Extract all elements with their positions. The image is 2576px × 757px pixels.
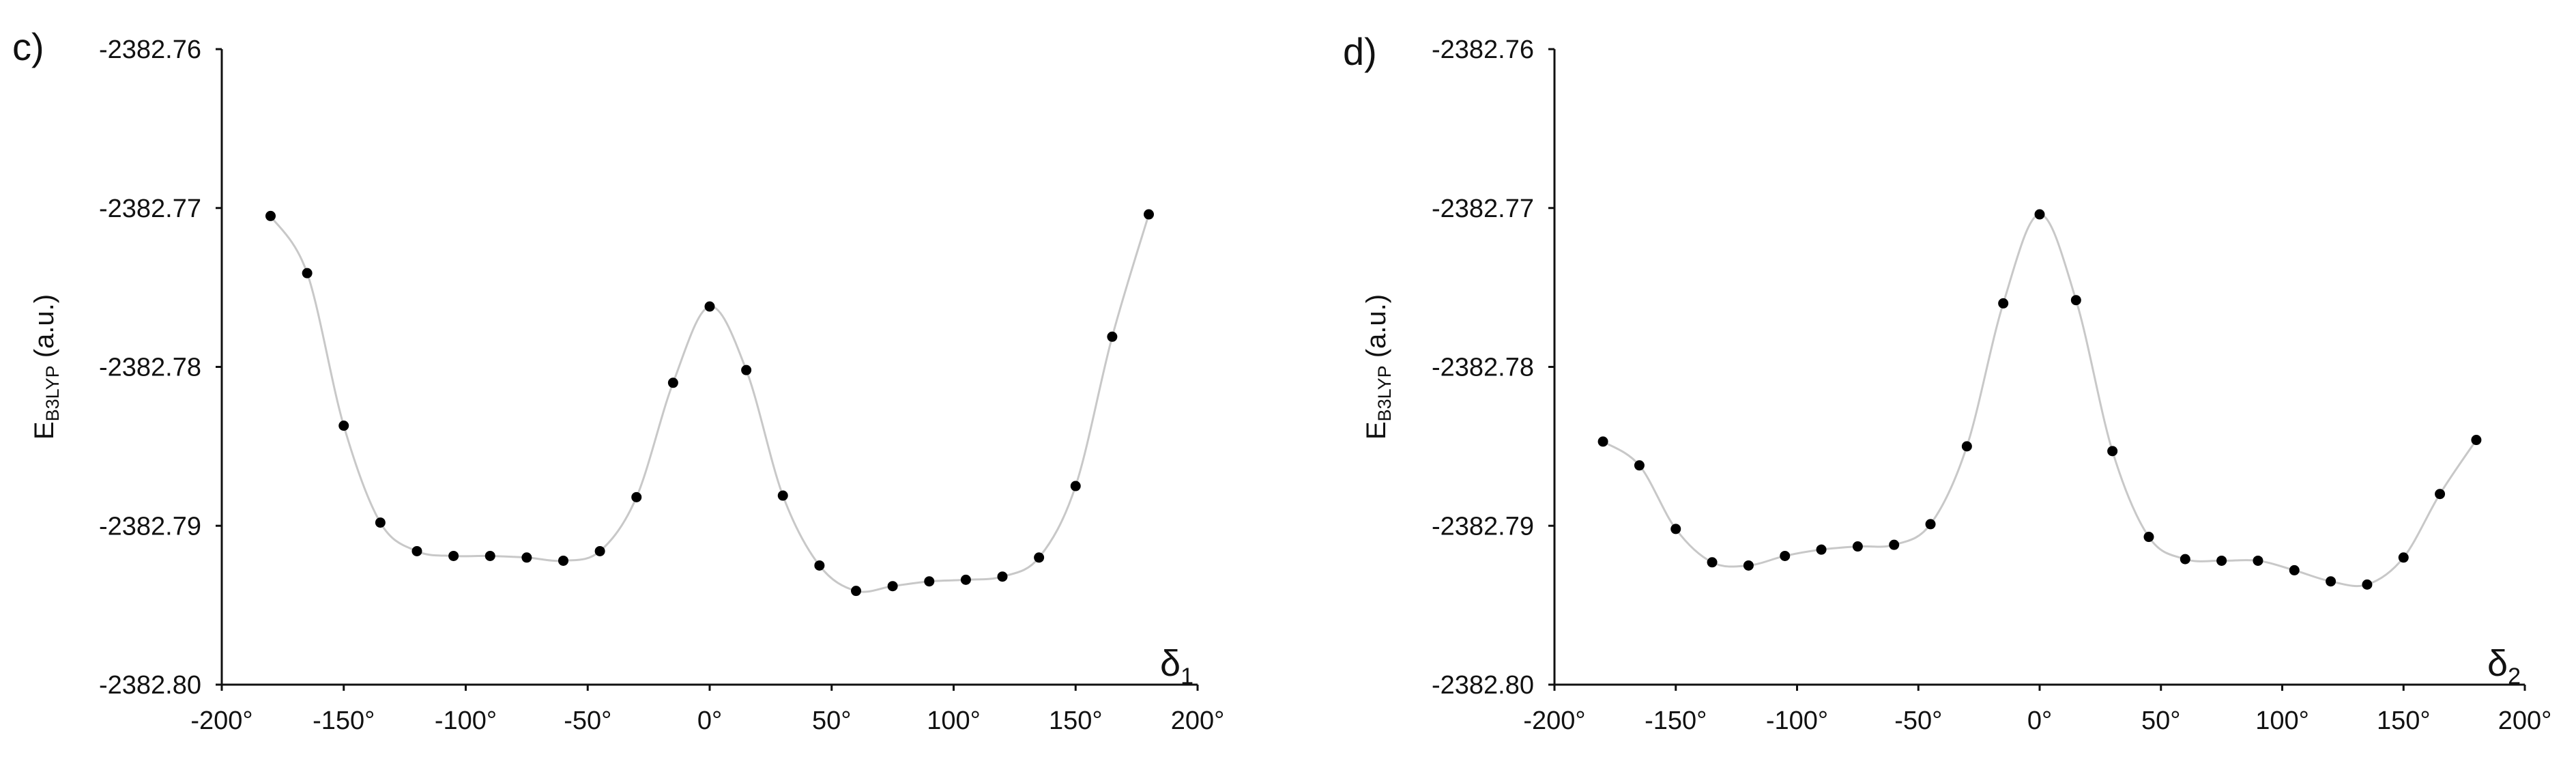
data-point [338, 420, 349, 431]
y-tick-label: -2382.80 [1432, 671, 1534, 700]
data-point [375, 517, 386, 528]
data-point [704, 301, 715, 312]
data-point [1780, 550, 1791, 561]
y-tick-label: -2382.76 [99, 35, 201, 64]
y-tick-label: -2382.79 [1432, 512, 1534, 541]
data-point [2471, 435, 2482, 446]
x-tick-label: -150° [1645, 706, 1707, 735]
x-tick-label: 150° [1049, 706, 1103, 735]
data-point [594, 545, 605, 556]
x-tick-label: -100° [435, 706, 497, 735]
data-point [2180, 554, 2190, 565]
data-point [887, 581, 898, 592]
data-point [2070, 295, 2081, 306]
chart-panel-d: d) -2382.76 -2382.77 -2382.78 -2382.79 -2382.… [1343, 30, 2551, 735]
data-point [2253, 555, 2263, 566]
data-point [1034, 552, 1045, 563]
x-tick-label: -200° [190, 706, 252, 735]
data-point [1144, 209, 1154, 220]
data-point [960, 574, 971, 585]
data-point [1707, 557, 1718, 568]
y-tick-label: -2382.77 [99, 195, 201, 223]
data-point [851, 586, 861, 597]
data-point [814, 560, 825, 571]
series-smooth-line [270, 214, 1150, 593]
y-tick-label: -2382.77 [1432, 195, 1534, 223]
data-point [1670, 524, 1681, 534]
data-point [2435, 489, 2446, 500]
y-tick-label: -2382.79 [99, 512, 201, 541]
x-tick-label: -50° [1894, 706, 1942, 735]
data-point [1998, 298, 2009, 309]
data-point [1852, 541, 1863, 552]
panel-label: c) [12, 25, 44, 68]
data-point [667, 377, 678, 388]
y-tick-label: -2382.78 [99, 354, 201, 382]
data-point [1070, 481, 1081, 491]
x-tick-label: -50° [564, 706, 611, 735]
data-point [448, 550, 459, 561]
data-point [2216, 555, 2227, 566]
x-tick-label: 50° [2141, 706, 2180, 735]
data-point [1634, 460, 1645, 471]
x-tick-label: -200° [1523, 706, 1585, 735]
data-point [1597, 436, 1608, 447]
data-point [1743, 560, 1754, 571]
x-tick-label: 0° [697, 706, 722, 735]
data-point [631, 491, 642, 502]
panel-label: d) [1343, 30, 1377, 73]
x-tick-label: 50° [812, 706, 851, 735]
data-point [302, 268, 313, 278]
data-point [2326, 576, 2336, 587]
data-point [558, 555, 568, 566]
y-axis-title: EB3LYP (a.u.) [1361, 294, 1395, 440]
y-tick-label: -2382.78 [1432, 354, 1534, 382]
data-point [1816, 544, 1827, 555]
x-tick-label: 100° [927, 706, 981, 735]
data-point [2289, 565, 2300, 575]
data-point [411, 545, 422, 556]
data-point [1961, 441, 1972, 452]
x-tick-label: -150° [313, 706, 375, 735]
data-point [924, 576, 935, 587]
x-tick-label: 0° [2027, 706, 2052, 735]
data-point [997, 571, 1008, 582]
y-tick-label: -2382.76 [1432, 35, 1534, 64]
data-point [265, 210, 276, 221]
x-axis-title: δ1 [1160, 643, 1193, 689]
data-point [484, 550, 495, 561]
data-point [1925, 519, 1936, 530]
data-point [2034, 209, 2045, 220]
y-axis-title: EB3LYP (a.u.) [29, 294, 63, 440]
x-tick-label: 100° [2255, 706, 2309, 735]
data-point [1889, 539, 1900, 550]
data-point [2107, 446, 2118, 457]
data-point [777, 490, 788, 501]
x-axis-title: δ2 [2487, 643, 2521, 689]
x-tick-label: -100° [1766, 706, 1828, 735]
series-smooth-line [1602, 213, 2478, 588]
data-point [741, 365, 752, 375]
x-tick-label: 150° [2377, 706, 2431, 735]
data-point [2362, 579, 2373, 590]
x-tick-label: 200° [2498, 706, 2552, 735]
data-point [2143, 532, 2154, 543]
data-point [521, 552, 532, 563]
chart-panel-c: c) -2382.76 -2382.77 -2382.78 -2382.79 -2382.… [12, 25, 1224, 735]
data-point [1107, 331, 1118, 342]
data-point [2398, 552, 2409, 563]
x-tick-label: 200° [1171, 706, 1225, 735]
y-tick-label: -2382.80 [99, 671, 201, 700]
